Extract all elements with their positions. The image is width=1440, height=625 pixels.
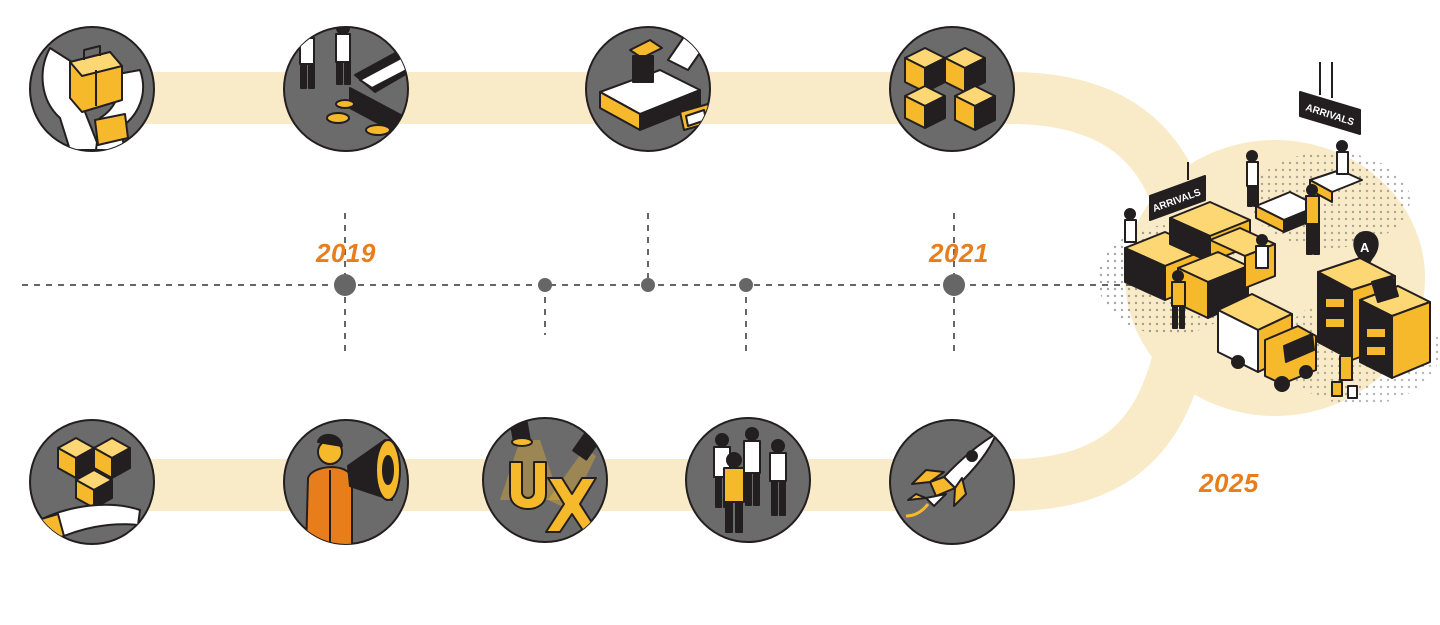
marker-small-1 xyxy=(538,278,552,292)
staff-with-megaphone-icon xyxy=(283,419,409,545)
ux-spotlight-icon xyxy=(482,417,608,543)
stacked-cubes-icon xyxy=(889,26,1015,152)
marker-small-2 xyxy=(641,278,655,292)
timeline-axis xyxy=(22,213,1135,352)
gate-letter: A xyxy=(1360,240,1370,255)
year-label-2025: 2025 xyxy=(1199,468,1259,498)
hands-holding-suitcase-icon xyxy=(29,26,155,152)
rocket-icon xyxy=(889,419,1015,545)
year-label-2021: 2021 xyxy=(929,238,989,268)
arrivals-sign-left xyxy=(1149,175,1206,221)
marker-small-3 xyxy=(739,278,753,292)
team-group-icon xyxy=(685,417,811,543)
marker-2021 xyxy=(943,274,965,296)
finger-pressing-terminal-button-icon xyxy=(585,26,711,152)
arrivals-sign-top xyxy=(1299,91,1361,135)
travelers-with-stickers-icon xyxy=(283,26,409,152)
hand-holding-cubes-icon xyxy=(29,419,155,545)
year-label-2019: 2019 xyxy=(316,238,376,268)
airport-arrivals-hall-icon: ARRIVALS ARRIVALS xyxy=(1124,62,1431,399)
marker-2019 xyxy=(334,274,356,296)
